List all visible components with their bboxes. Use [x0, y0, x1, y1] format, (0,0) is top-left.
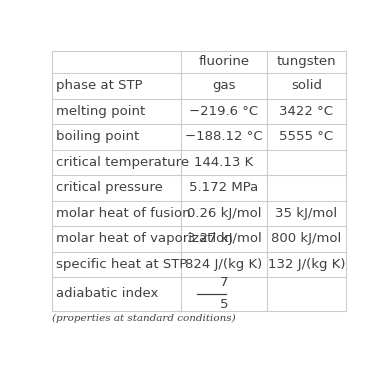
Text: 7: 7 [220, 276, 228, 289]
Text: 824 J/(kg K): 824 J/(kg K) [185, 258, 263, 271]
Text: molar heat of vaporization: molar heat of vaporization [56, 232, 233, 245]
Text: molar heat of fusion: molar heat of fusion [56, 207, 191, 220]
Text: tungsten: tungsten [277, 56, 336, 69]
Text: 0.26 kJ/mol: 0.26 kJ/mol [187, 207, 261, 220]
Text: 5555 °C: 5555 °C [279, 130, 333, 143]
Text: 800 kJ/mol: 800 kJ/mol [271, 232, 341, 245]
Text: critical temperature: critical temperature [56, 156, 189, 169]
Text: 132 J/(kg K): 132 J/(kg K) [268, 258, 345, 271]
Text: boiling point: boiling point [56, 130, 139, 143]
Text: 5: 5 [220, 298, 228, 312]
Text: 3.27 kJ/mol: 3.27 kJ/mol [187, 232, 261, 245]
Text: solid: solid [291, 80, 322, 92]
Text: phase at STP: phase at STP [56, 80, 143, 92]
Text: 144.13 K: 144.13 K [194, 156, 253, 169]
Text: gas: gas [212, 80, 236, 92]
Text: −219.6 °C: −219.6 °C [189, 105, 258, 118]
Text: melting point: melting point [56, 105, 145, 118]
Text: 5.172 MPa: 5.172 MPa [189, 182, 258, 194]
Text: (properties at standard conditions): (properties at standard conditions) [52, 314, 235, 322]
Text: adiabatic index: adiabatic index [56, 287, 158, 300]
Text: 35 kJ/mol: 35 kJ/mol [275, 207, 338, 220]
Text: specific heat at STP: specific heat at STP [56, 258, 187, 271]
Text: −188.12 °C: −188.12 °C [185, 130, 263, 143]
Text: 3422 °C: 3422 °C [279, 105, 333, 118]
Text: fluorine: fluorine [198, 56, 249, 69]
Text: critical pressure: critical pressure [56, 182, 163, 194]
